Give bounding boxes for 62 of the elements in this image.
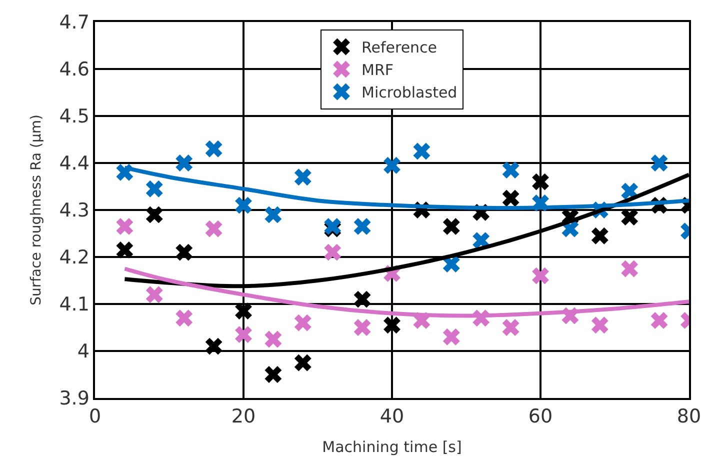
point [502,162,520,179]
x-axis-title: Machining time [s] [322,438,462,456]
point [621,182,638,200]
point [354,218,371,235]
x-tick-label: 20 [231,406,256,428]
point [502,190,520,207]
x-tick-label: 60 [528,406,553,428]
x-tick-label: 80 [676,406,702,428]
x-tick-label: 40 [380,406,404,428]
point [235,196,252,214]
y-tick-label: 4.4 [59,152,90,175]
y-tick-label: 4.1 [59,294,90,316]
legend-label: Microblasted [362,84,458,102]
point [205,140,222,158]
point [442,328,460,346]
point [413,142,430,160]
y-tick-label: 4.6 [59,58,90,81]
y-tick-label: 3.9 [59,388,90,410]
x-tick-label: 0 [88,406,102,428]
legend-label: MRF [362,61,394,80]
point [442,218,460,235]
point [205,220,222,238]
point [384,316,400,334]
point [650,154,668,172]
point [650,312,668,329]
point [621,208,638,226]
point [146,180,163,198]
point [235,326,252,344]
point [294,314,312,332]
point [442,256,460,273]
point [472,232,490,250]
point [591,227,608,244]
point [264,330,282,348]
point [116,218,134,235]
point [532,173,549,190]
y-tick-label: 4.2 [59,246,90,269]
point [294,168,312,186]
y-tick-label: 4.5 [59,106,90,128]
point [146,286,163,304]
point [205,338,222,355]
point [176,154,193,172]
point [354,319,371,336]
point [146,206,163,224]
point [235,302,252,320]
point [116,241,134,258]
point [532,267,549,284]
point [354,290,371,308]
point [324,244,342,261]
point [621,260,638,278]
point [294,354,312,372]
point [264,206,282,224]
y-tick-label: 4.7 [59,12,90,34]
point [176,310,193,327]
y-axis-title: Surface roughness Ra (µm) [28,114,44,306]
point [264,366,282,383]
point [384,156,400,174]
point [176,244,193,261]
legend-label: Reference [362,38,438,57]
point [502,319,520,336]
point [591,316,608,334]
y-tick-label: 4 [77,340,90,363]
y-tick-label: 4.3 [59,200,90,222]
